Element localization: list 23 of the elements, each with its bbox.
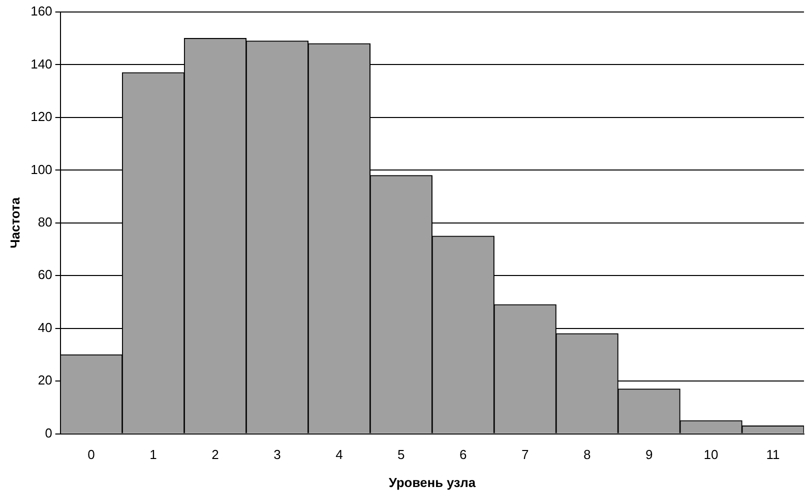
y-tick-label: 160 (30, 4, 52, 19)
x-axis-title: Уровень узла (388, 474, 476, 490)
x-tick-label: 8 (583, 447, 591, 462)
x-tick-label: 9 (645, 447, 653, 462)
y-tick-label: 40 (38, 320, 52, 335)
y-tick-label: 120 (30, 109, 52, 124)
y-tick-label: 60 (38, 267, 52, 282)
y-tick-label: 140 (30, 56, 52, 72)
y-tick-label: 20 (38, 372, 52, 388)
x-tick-label: 3 (274, 447, 281, 462)
x-tick-label: 1 (150, 447, 157, 462)
x-tick-label: 0 (88, 447, 95, 462)
x-tick-label: 4 (336, 447, 343, 462)
x-tick-label: 7 (521, 447, 529, 462)
x-tick-label: 2 (212, 447, 219, 462)
x-tick-label: 5 (398, 447, 405, 462)
x-tick-label: 6 (460, 447, 467, 462)
y-tick-label: 80 (38, 214, 52, 230)
y-axis-title: Частота (7, 196, 22, 248)
x-tick-label: 11 (766, 447, 780, 462)
y-tick-label: 100 (30, 162, 52, 177)
y-tick-label: 0 (45, 425, 52, 440)
x-tick-label: 10 (704, 447, 718, 462)
